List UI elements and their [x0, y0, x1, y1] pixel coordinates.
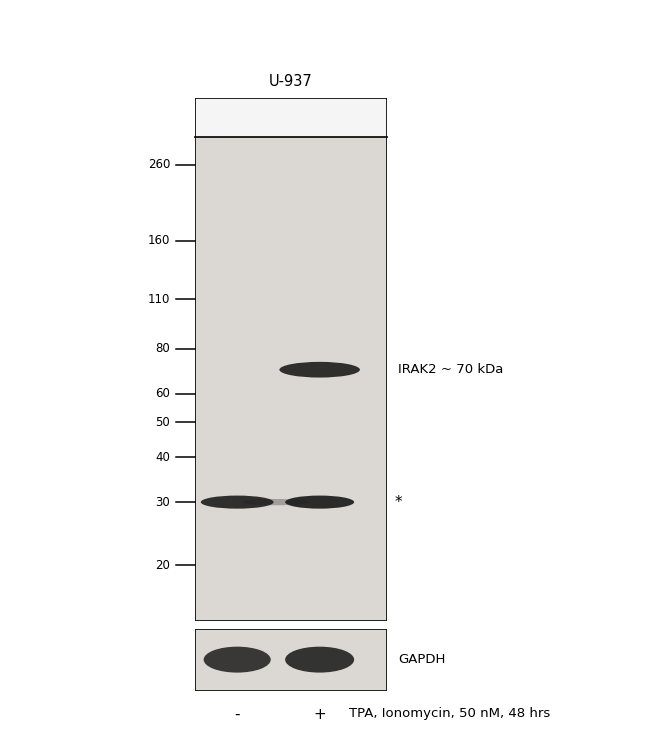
Text: 160: 160 [148, 234, 170, 247]
Text: 50: 50 [155, 416, 170, 428]
Bar [195, 98, 387, 137]
Ellipse shape [242, 499, 309, 505]
Text: +: + [313, 707, 326, 722]
Text: 20: 20 [155, 559, 170, 572]
Text: *: * [395, 495, 402, 510]
Ellipse shape [285, 495, 354, 509]
Text: TPA, Ionomycin, 50 nM, 48 hrs: TPA, Ionomycin, 50 nM, 48 hrs [349, 707, 550, 720]
Text: 80: 80 [155, 343, 170, 355]
Ellipse shape [203, 647, 271, 672]
Text: 60: 60 [155, 387, 170, 401]
Text: 40: 40 [155, 450, 170, 464]
Text: GAPDH: GAPDH [398, 653, 446, 666]
Text: 260: 260 [148, 158, 170, 171]
Ellipse shape [280, 362, 360, 377]
Text: U-937: U-937 [269, 74, 313, 89]
Text: -: - [235, 707, 240, 722]
Text: 110: 110 [148, 293, 170, 306]
Text: 30: 30 [155, 495, 170, 508]
Ellipse shape [285, 647, 354, 672]
Text: IRAK2 ~ 70 kDa: IRAK2 ~ 70 kDa [398, 363, 504, 376]
Ellipse shape [201, 495, 274, 509]
